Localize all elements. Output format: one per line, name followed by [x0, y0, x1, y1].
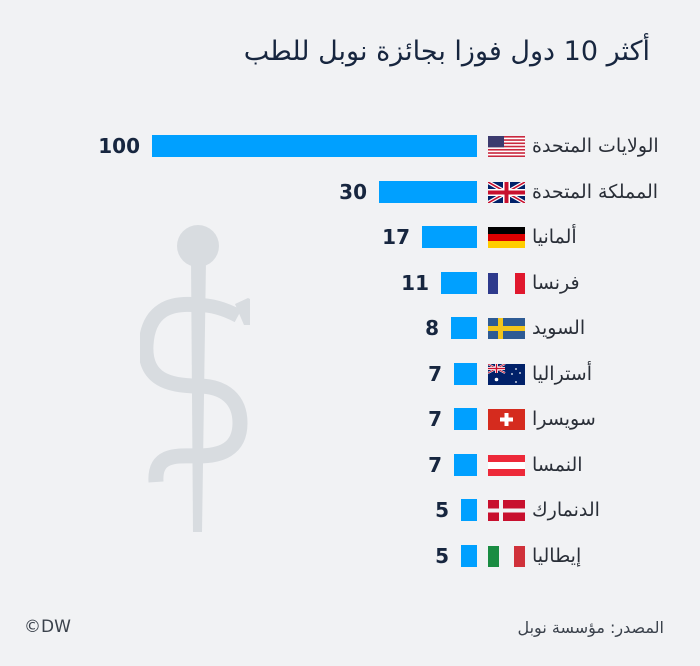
chart-title: أكثر 10 دول فوزا بجائزة نوبل للطب: [243, 36, 650, 67]
country-label: السويد: [532, 317, 586, 339]
country-label: المملكة المتحدة: [532, 180, 659, 203]
us-flag-icon: [488, 136, 525, 157]
denmark-flag-icon: [488, 500, 525, 521]
bar-row: 5 الدنمارك: [0, 498, 700, 522]
bar: [461, 544, 477, 567]
value-label: 100: [98, 134, 140, 158]
bar-row: 5 إيطاليا: [0, 544, 700, 568]
country-label: ألمانيا: [532, 226, 577, 248]
country-label: فرنسا: [532, 271, 580, 294]
sweden-flag-icon: [488, 318, 525, 339]
country-label: إيطاليا: [532, 544, 582, 567]
bar: [422, 226, 477, 248]
rod-of-asclepius-icon: [140, 225, 250, 532]
bar: [454, 362, 477, 385]
bar: [451, 317, 477, 339]
bar: [379, 180, 477, 203]
bar-row: 7 النمسا: [0, 453, 700, 477]
value-label: 7: [428, 407, 442, 431]
value-label: 17: [382, 225, 410, 249]
bar-row: 100 الولايات المتحدة: [0, 134, 700, 158]
copyright-note: ©DW: [24, 617, 71, 637]
country-label: النمسا: [532, 453, 583, 476]
italy-flag-icon: [488, 545, 525, 567]
bar: [461, 499, 477, 521]
bar-row: 8 السويد: [0, 316, 700, 340]
switzerland-flag-icon: [488, 409, 525, 430]
value-label: 8: [425, 316, 439, 340]
bar-row: 17 ألمانيا: [0, 225, 700, 249]
value-label: 5: [435, 543, 449, 568]
country-label: سويسرا: [532, 408, 596, 430]
germany-flag-icon: [488, 227, 525, 248]
country-label: الدنمارك: [532, 499, 600, 521]
france-flag-icon: [488, 272, 525, 294]
country-label: الولايات المتحدة: [532, 135, 659, 157]
value-label: 11: [401, 270, 429, 295]
bar: [152, 135, 477, 157]
australia-flag-icon: [488, 363, 525, 385]
bar: [454, 453, 477, 476]
source-note: المصدر: مؤسسة نوبل: [517, 618, 664, 637]
bar-row: 7 أستراليا: [0, 362, 700, 386]
value-label: 5: [435, 498, 449, 522]
bar-row: 7 سويسرا: [0, 407, 700, 431]
country-label: أستراليا: [532, 362, 593, 385]
value-label: 7: [428, 452, 442, 477]
bar-row: 11 فرنسا: [0, 271, 700, 295]
value-label: 30: [339, 179, 367, 204]
bar: [454, 408, 477, 430]
bar-row: 30 المملكة المتحدة: [0, 180, 700, 204]
austria-flag-icon: [488, 454, 525, 476]
bar: [441, 271, 477, 294]
value-label: 7: [428, 361, 442, 386]
uk-flag-icon: [488, 181, 525, 203]
